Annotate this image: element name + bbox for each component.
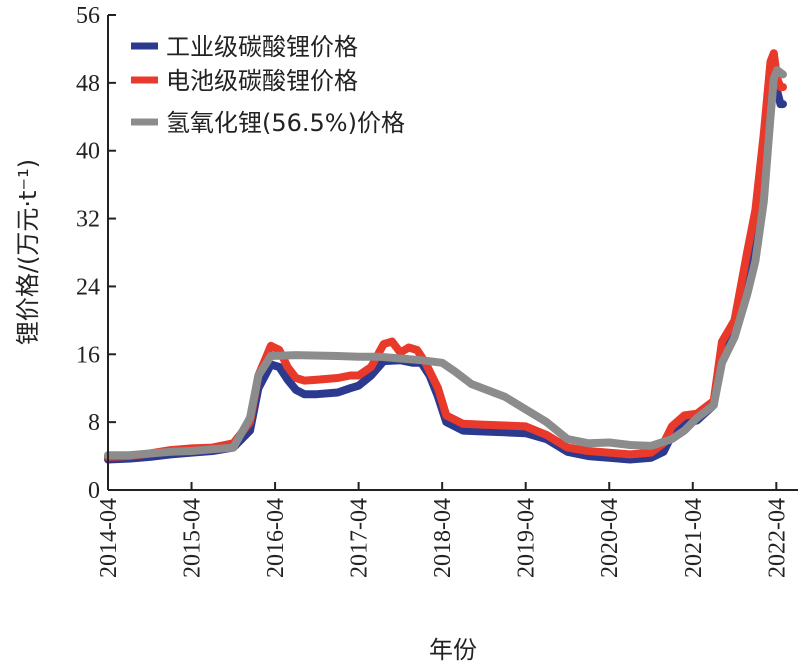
series-line-2 — [104, 66, 787, 460]
legend-label-1: 电池级碳酸锂价格 — [166, 67, 358, 95]
x-tick-label: 2021-04 — [681, 498, 707, 578]
y-tick-label: 0 — [88, 478, 100, 504]
x-tick-label: 2019-04 — [514, 498, 540, 578]
y-tick-label: 48 — [76, 71, 100, 97]
x-tick-label: 2017-04 — [347, 498, 373, 578]
axes: 0 8 16 24 32 40 48 56 2014-04 2015-04 2016-04 2017… — [76, 3, 798, 578]
y-tick-label: 16 — [76, 342, 100, 368]
x-axis-title: 年份 — [429, 636, 477, 664]
legend-label-0: 工业级碳酸锂价格 — [166, 33, 358, 61]
series-layer — [104, 49, 787, 464]
y-tick-label: 40 — [76, 139, 100, 165]
legend-label-2: 氢氧化锂(56.5%)价格 — [166, 109, 405, 137]
y-tick-label: 32 — [76, 207, 100, 233]
y-axis-title: 锂价格/(万元·t⁻¹) — [14, 159, 42, 345]
y-tick-label: 56 — [76, 3, 100, 29]
y-ticks: 0 8 16 24 32 40 48 56 — [76, 3, 116, 504]
x-ticks: 2014-04 2015-04 2016-04 2017-04 2018-04 2019-… — [96, 482, 790, 578]
x-tick-label: 2022-04 — [764, 498, 790, 578]
x-tick-label: 2020-04 — [597, 498, 623, 578]
x-tick-label: 2015-04 — [180, 498, 206, 578]
y-tick-label: 24 — [76, 274, 100, 300]
x-tick-label: 2014-04 — [96, 498, 122, 578]
y-tick-label: 8 — [88, 410, 100, 436]
x-tick-label: 2016-04 — [263, 498, 289, 578]
x-tick-label: 2018-04 — [430, 498, 456, 578]
